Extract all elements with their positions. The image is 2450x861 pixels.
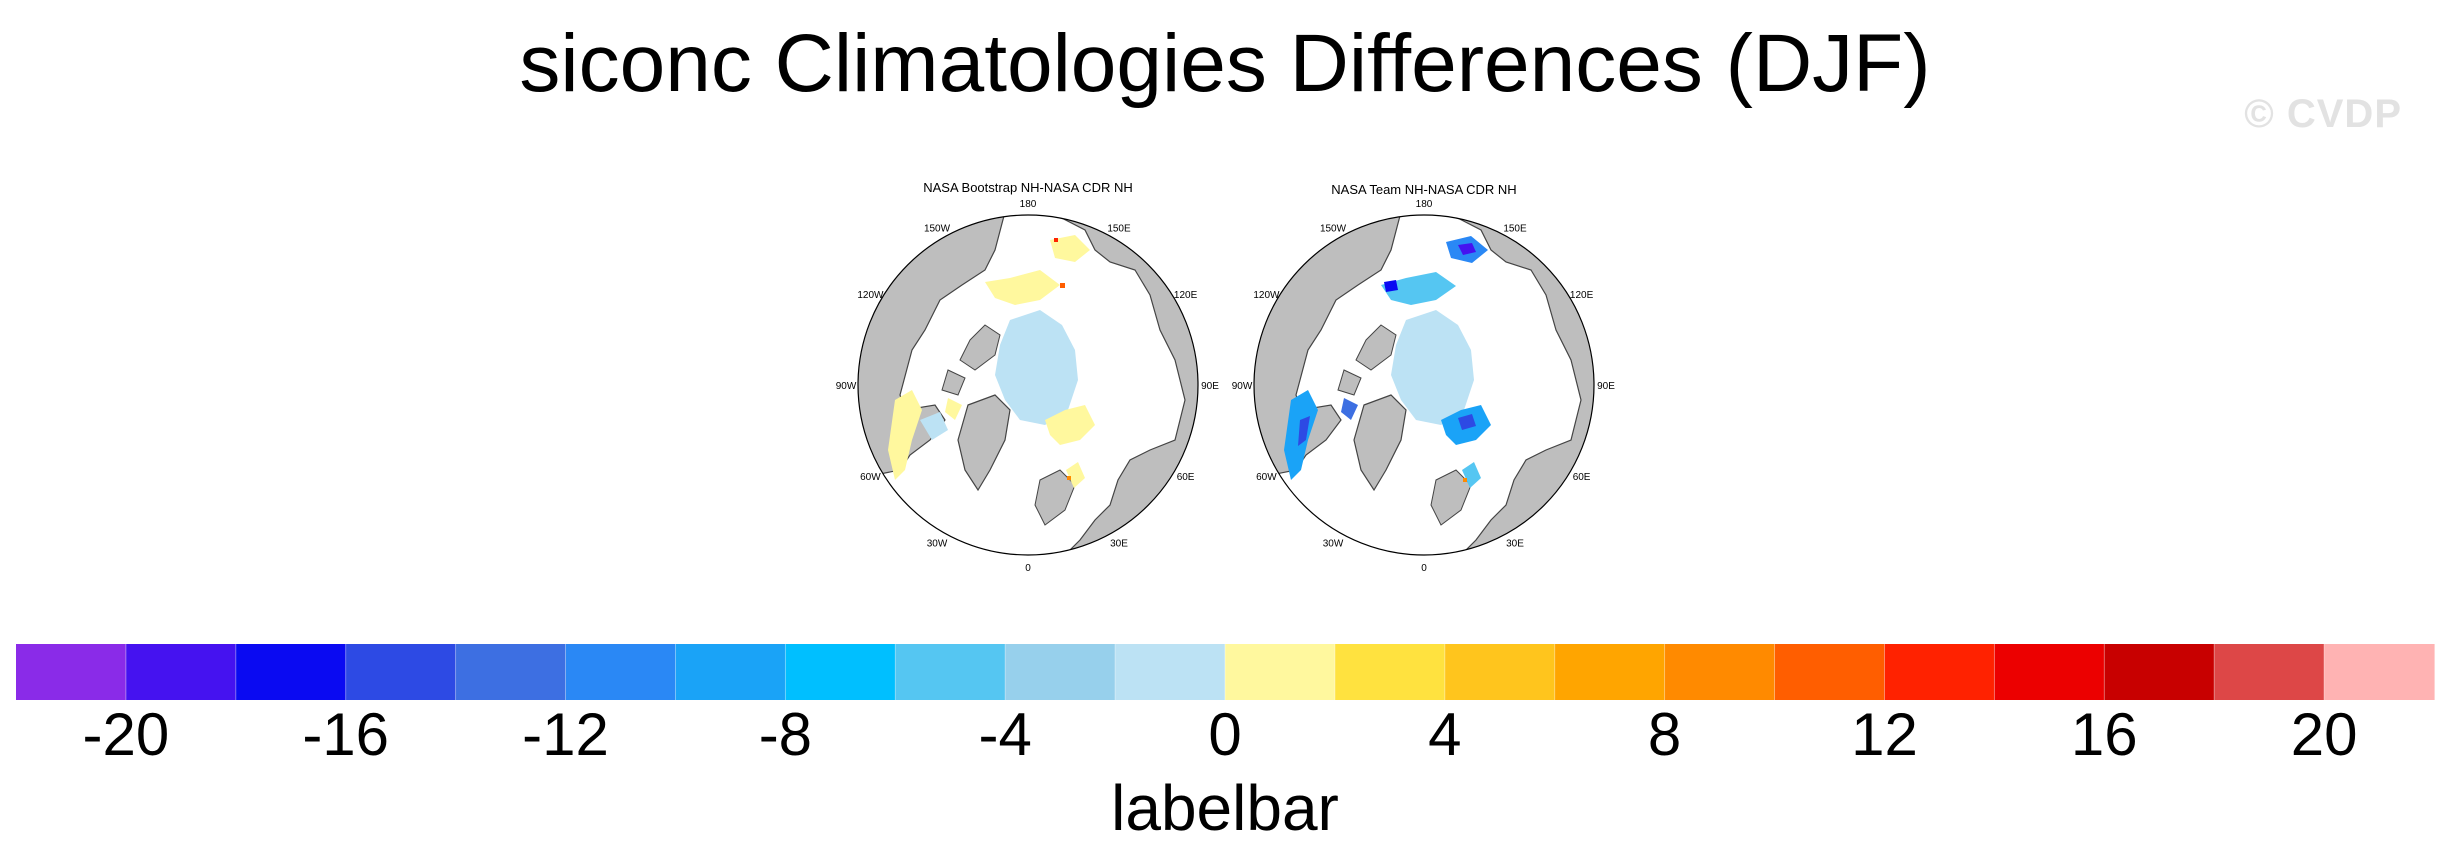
sea-ice-diff-labrador: [888, 390, 922, 480]
sea-ice-diff-baffin: [945, 398, 962, 420]
land-archipelago: [959, 324, 1001, 371]
sea-ice-diff-labrador-core: [1298, 416, 1310, 446]
labelbar-swatch: [1994, 644, 2105, 700]
lon-label: 30E: [1506, 539, 1524, 550]
sea-ice-diff-pacific: [985, 270, 1060, 305]
labelbar-swatch: [1225, 644, 1336, 700]
panel-title-bootstrap: NASA Bootstrap NH-NASA CDR NH: [923, 180, 1133, 195]
sea-ice-diff-baffin: [1341, 398, 1358, 420]
land-greenland: [957, 394, 1011, 492]
lon-label: 30W: [927, 539, 948, 550]
lon-label: 60E: [1177, 472, 1195, 483]
lon-label: 180: [1416, 199, 1433, 210]
labelbar-tick-label: 8: [1647, 701, 1682, 768]
labelbar-swatch: [345, 644, 457, 700]
labelbar-swatch: [785, 644, 896, 700]
land-archipelago-2: [1337, 369, 1362, 396]
labelbar-tick-label: 20: [2290, 701, 2358, 768]
labelbar-tick-label: 12: [1851, 701, 1918, 768]
lon-label: 180: [1020, 199, 1037, 210]
diff-spot: [1463, 478, 1467, 482]
sea-ice-diff-pacific: [1381, 272, 1456, 305]
land-greenland: [1353, 394, 1407, 492]
sea-ice-central: [995, 310, 1078, 425]
labelbar-tick-label: -4: [978, 701, 1032, 768]
labelbar-tick-label: -12: [522, 701, 609, 768]
sea-ice-diff-atlantic: [1045, 405, 1095, 445]
labelbar-swatch: [1115, 644, 1226, 700]
map-team: [1253, 214, 1595, 556]
labelbar-swatch: [675, 644, 786, 700]
labelbar-swatch: [125, 644, 237, 700]
labelbar-swatch: [1005, 644, 1116, 700]
labelbar-swatch: [1554, 644, 1666, 700]
labelbar: [16, 644, 2435, 700]
lon-label: 30W: [1323, 539, 1344, 550]
lon-label: 150E: [1107, 223, 1131, 234]
lon-label: 150W: [1320, 223, 1347, 234]
watermark: © CVDP: [2244, 92, 2402, 136]
land-archipelago-2: [941, 369, 966, 396]
lon-label: 90E: [1597, 381, 1615, 392]
map-border: [1253, 214, 1595, 556]
sea-ice-diff-okhotsk: [1050, 235, 1090, 262]
map-bootstrap: [857, 214, 1199, 556]
diff-spot: [1067, 476, 1071, 480]
lon-label: 120W: [1253, 290, 1280, 301]
labelbar-swatch: [1444, 644, 1556, 700]
lon-label: 90E: [1201, 381, 1219, 392]
labelbar-tick-label: 0: [1208, 701, 1242, 768]
labelbar-swatch: [1664, 644, 1776, 700]
map-border: [857, 214, 1199, 556]
sea-ice-central: [1391, 310, 1474, 425]
lon-label: 150E: [1503, 223, 1527, 234]
labelbar-swatch: [1334, 644, 1446, 700]
diff-spot: [1054, 238, 1058, 242]
labelbar-tick-label: -16: [302, 701, 390, 768]
lon-labels-team: 180 150E 120E 90E 60E 30E 0 30W 60W 90W 120W 150W: [1232, 199, 1616, 574]
lon-label: 120E: [1174, 290, 1198, 301]
lon-label: 60E: [1573, 472, 1591, 483]
lon-label: 120E: [1570, 290, 1594, 301]
panel-title-team: NASA Team NH-NASA CDR NH: [1331, 182, 1517, 197]
labelbar-tick-label: -8: [758, 701, 813, 768]
lon-label: 0: [1421, 563, 1427, 574]
labelbar-tick-label: 4: [1428, 701, 1462, 768]
labelbar-swatch: [1774, 644, 1886, 700]
lon-labels-bootstrap: 180 150E 120E 90E 60E 30E 0 30W 60W 90W 120W 150W: [836, 199, 1220, 574]
lon-label: 90W: [1232, 381, 1253, 392]
sea-ice-diff-atlantic-core: [1458, 414, 1476, 430]
land-scandinavia: [1034, 469, 1076, 526]
labelbar-swatch: [2324, 644, 2435, 700]
labelbar-swatch: [455, 644, 567, 700]
labelbar-tick-label: 16: [2070, 701, 2138, 768]
main-title: siconc Climatologies Differences (DJF): [519, 18, 1931, 109]
labelbar-swatch: [2104, 644, 2215, 700]
lon-label: 0: [1025, 563, 1031, 574]
labelbar-tick-label: -20: [82, 701, 170, 768]
sea-ice-hudson: [920, 412, 948, 440]
sea-ice-diff-barents: [1066, 462, 1085, 488]
labelbar-swatch: [16, 644, 127, 700]
sea-ice-diff-bering-core: [1384, 280, 1398, 292]
sea-ice-diff-okhotsk-core: [1458, 243, 1476, 255]
labelbar-title: labelbar: [1111, 772, 1339, 844]
labelbar-swatch: [235, 644, 347, 700]
lon-label: 90W: [836, 381, 857, 392]
labelbar-swatch: [1884, 644, 1995, 700]
lon-label: 30E: [1110, 539, 1128, 550]
labelbar-swatch: [895, 644, 1006, 700]
lon-label: 60W: [1256, 472, 1277, 483]
labelbar-swatch: [565, 644, 677, 700]
lon-label: 60W: [860, 472, 881, 483]
sea-ice-diff-barents: [1462, 462, 1481, 488]
labelbar-swatch: [2214, 644, 2325, 700]
land-archipelago: [1355, 324, 1397, 371]
land-scandinavia: [1430, 469, 1472, 526]
lon-label: 120W: [857, 290, 884, 301]
diff-spot: [1060, 283, 1065, 288]
lon-label: 150W: [924, 223, 951, 234]
